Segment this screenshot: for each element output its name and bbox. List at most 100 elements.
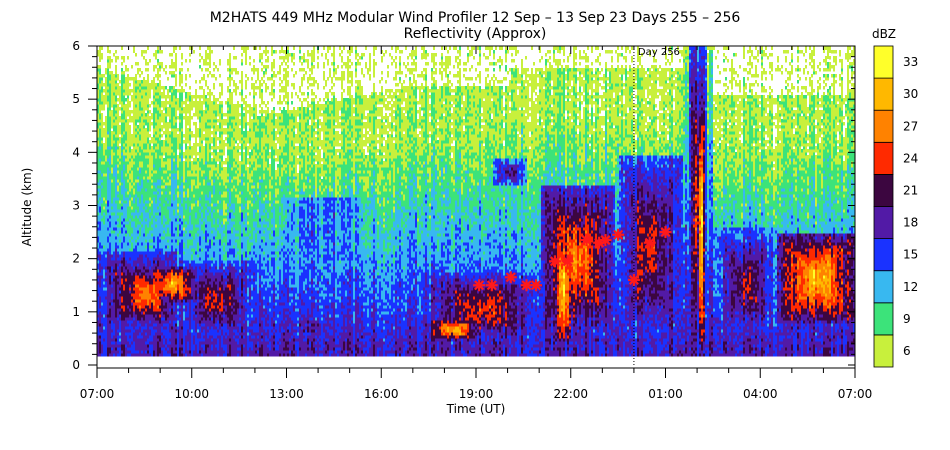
reflectivity-cell: [159, 308, 161, 312]
reflectivity-cell: [303, 257, 305, 261]
reflectivity-cell: [313, 296, 315, 300]
reflectivity-cell: [259, 59, 261, 63]
reflectivity-cell: [285, 341, 287, 351]
reflectivity-cell: [245, 146, 247, 165]
reflectivity-cell: [171, 326, 173, 330]
reflectivity-cell: [107, 137, 109, 147]
reflectivity-cell: [255, 158, 257, 171]
reflectivity-cell: [243, 227, 245, 237]
reflectivity-cell: [155, 323, 157, 327]
reflectivity-cell: [209, 248, 211, 261]
reflectivity-cell: [327, 140, 329, 150]
reflectivity-cell: [229, 299, 231, 303]
reflectivity-cell: [315, 332, 317, 336]
reflectivity-cell: [247, 350, 249, 354]
reflectivity-cell: [103, 161, 105, 165]
reflectivity-cell: [237, 194, 239, 204]
reflectivity-cell: [193, 143, 195, 156]
reflectivity-cell: [299, 248, 301, 252]
reflectivity-cell: [323, 176, 325, 189]
reflectivity-cell: [291, 110, 293, 114]
reflectivity-cell: [137, 275, 139, 285]
reflectivity-cell: [195, 332, 197, 345]
reflectivity-cell: [201, 116, 203, 141]
reflectivity-cell: [139, 299, 141, 303]
reflectivity-cell: [173, 326, 175, 354]
reflectivity-cell: [279, 56, 281, 60]
reflectivity-cell: [193, 50, 195, 54]
reflectivity-cell: [259, 224, 261, 228]
reflectivity-cell: [227, 317, 229, 321]
reflectivity-cell: [133, 77, 135, 144]
reflectivity-cell: [163, 113, 165, 129]
reflectivity-cell: [289, 206, 291, 210]
reflectivity-cell: [173, 107, 175, 117]
reflectivity-cell: [323, 314, 325, 318]
reflectivity-cell: [161, 50, 163, 54]
reflectivity-cell: [261, 158, 263, 180]
reflectivity-cell: [147, 338, 149, 345]
reflectivity-cell: [237, 236, 239, 240]
reflectivity-cell: [301, 131, 303, 135]
reflectivity-cell: [203, 287, 205, 294]
reflectivity-cell: [201, 314, 203, 318]
reflectivity-cell: [253, 194, 255, 198]
reflectivity-cell: [187, 317, 189, 321]
reflectivity-cell: [233, 89, 235, 93]
reflectivity-cell: [261, 332, 263, 336]
reflectivity-cell: [195, 170, 197, 174]
reflectivity-cell: [123, 122, 125, 132]
reflectivity-cell: [299, 152, 301, 156]
reflectivity-cell: [99, 89, 101, 105]
reflectivity-cell: [183, 161, 185, 183]
reflectivity-cell: [167, 236, 169, 240]
reflectivity-cell: [117, 218, 119, 222]
reflectivity-cell: [159, 314, 161, 318]
reflectivity-cell: [235, 68, 237, 75]
reflectivity-cell: [97, 269, 99, 273]
reflectivity-cell: [293, 254, 295, 261]
reflectivity-cell: [213, 209, 215, 213]
reflectivity-cell: [273, 128, 275, 141]
reflectivity-cell: [249, 242, 251, 252]
reflectivity-cell: [269, 284, 271, 288]
reflectivity-cell: [323, 224, 325, 240]
reflectivity-cell: [157, 50, 159, 54]
reflectivity-cell: [181, 179, 183, 183]
reflectivity-cell: [237, 203, 239, 231]
reflectivity-cell: [267, 341, 269, 345]
reflectivity-cell: [297, 335, 299, 339]
reflectivity-cell: [291, 293, 293, 297]
reflectivity-cell: [115, 164, 117, 201]
reflectivity-cell: [173, 254, 175, 261]
reflectivity-cell: [279, 269, 281, 297]
reflectivity-cell: [269, 296, 271, 303]
reflectivity-cell: [291, 197, 293, 213]
reflectivity-cell: [331, 221, 333, 225]
reflectivity-cell: [145, 128, 147, 144]
reflectivity-cell: [263, 236, 265, 243]
reflectivity-cell: [265, 110, 267, 117]
reflectivity-cell: [129, 263, 131, 273]
reflectivity-cell: [317, 128, 319, 132]
reflectivity-cell: [119, 80, 121, 84]
reflectivity-cell: [335, 68, 337, 75]
reflectivity-cell: [327, 137, 329, 141]
reflectivity-cell: [145, 272, 147, 276]
reflectivity-cell: [241, 248, 243, 255]
reflectivity-cell: [121, 203, 123, 207]
reflectivity-cell: [243, 329, 245, 333]
reflectivity-cell: [169, 218, 171, 222]
reflectivity-cell: [135, 83, 137, 87]
reflectivity-cell: [129, 320, 131, 330]
reflectivity-cell: [257, 347, 259, 351]
reflectivity-cell: [273, 155, 275, 159]
reflectivity-cell: [109, 146, 111, 150]
reflectivity-cell: [277, 188, 279, 195]
reflectivity-cell: [123, 290, 125, 306]
reflectivity-cell: [277, 290, 279, 294]
reflectivity-cell: [151, 146, 153, 153]
reflectivity-cell: [267, 305, 269, 315]
reflectivity-cell: [249, 203, 251, 228]
reflectivity-cell: [107, 59, 109, 63]
